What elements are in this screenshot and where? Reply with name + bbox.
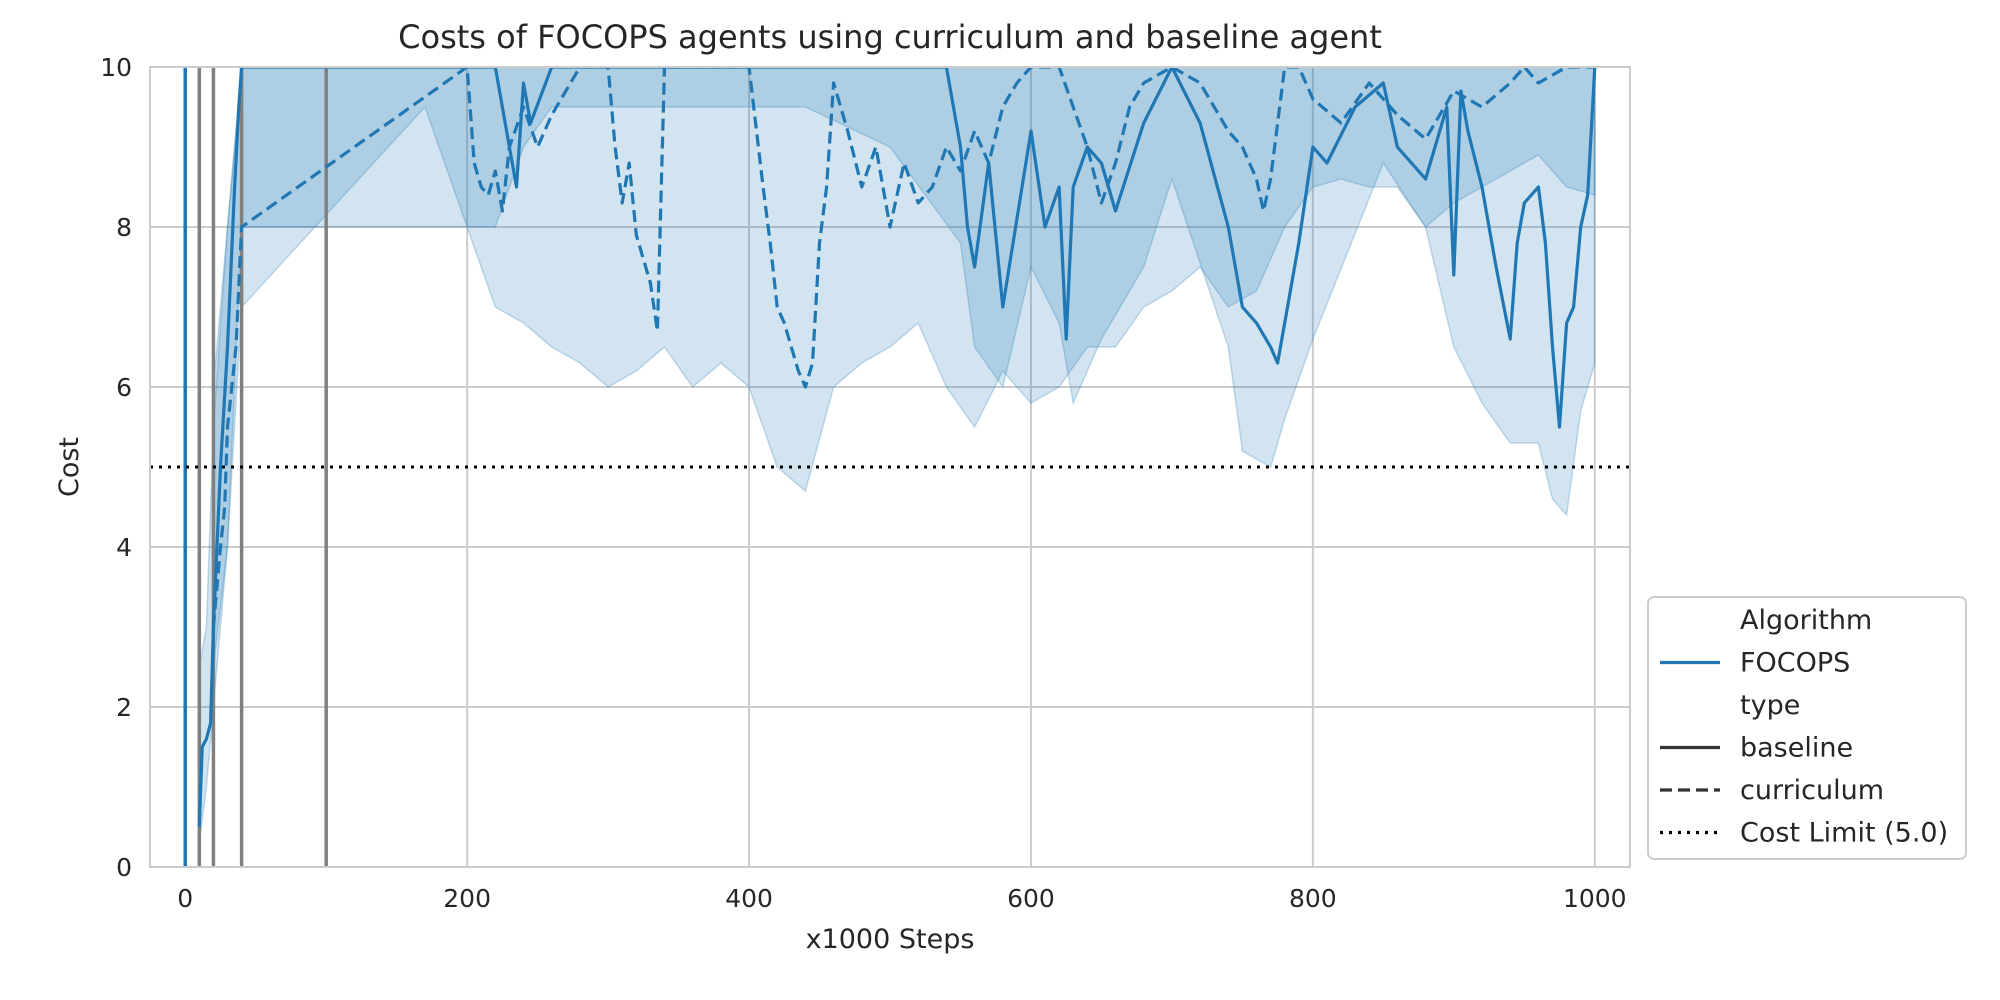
legend-label: curriculum: [1740, 775, 1884, 806]
legend-label: type: [1740, 690, 1800, 721]
legend-label: Cost Limit (5.0): [1740, 818, 1948, 849]
legend-label: baseline: [1740, 733, 1853, 764]
confidence-band-baseline: [198, 67, 1596, 844]
y-tick-label: 6: [116, 373, 132, 402]
y-tick-label: 2: [116, 693, 132, 722]
chart-title: Costs of FOCOPS agents using curriculum …: [398, 18, 1382, 56]
x-tick-label: 200: [443, 884, 491, 913]
x-tick-label: 400: [725, 884, 773, 913]
vertical-markers: [183, 67, 328, 867]
x-axis-label: x1000 Steps: [806, 924, 975, 955]
x-tick-labels: 0 200 400 600 800 1000: [177, 884, 1626, 913]
y-tick-label: 10: [100, 53, 132, 82]
x-tick-label: 1000: [1563, 884, 1627, 913]
legend-label: Algorithm: [1740, 605, 1872, 636]
x-tick-label: 0: [177, 884, 193, 913]
confidence-bands: [198, 67, 1596, 844]
series-line-baseline: [197, 67, 1597, 828]
x-tick-label: 600: [1007, 884, 1055, 913]
y-tick-label: 8: [116, 213, 132, 242]
series-line-curriculum: [211, 67, 1595, 628]
y-tick-label: 0: [116, 853, 132, 882]
series-lines: [197, 67, 1597, 828]
confidence-band-curriculum: [212, 67, 1596, 668]
legend-box: [1647, 596, 1967, 860]
y-tick-labels: 0 2 4 6 8 10: [100, 53, 132, 882]
x-tick-label: 800: [1289, 884, 1337, 913]
y-axis-label: Cost: [54, 437, 85, 497]
legend: Algorithm FOCOPS type baseline curriculum Cos…: [1647, 596, 1967, 860]
plot-frame: [149, 66, 1631, 868]
y-tick-label: 4: [116, 533, 132, 562]
legend-label: FOCOPS: [1740, 648, 1850, 679]
